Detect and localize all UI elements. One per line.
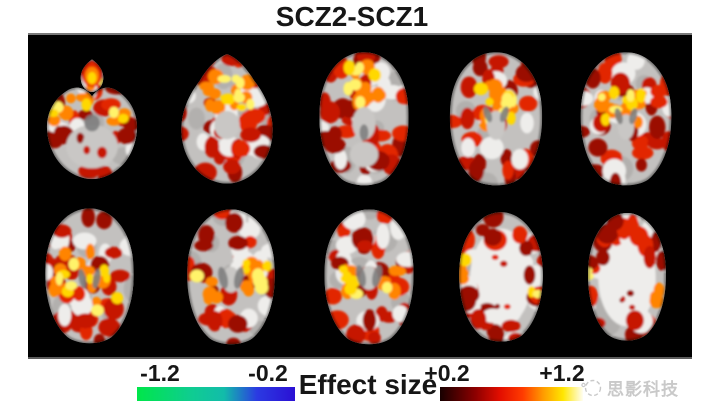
brain-slice-row2-col2 (187, 209, 275, 345)
brain-slice-row1-col3 (319, 52, 409, 186)
brain-slice-row1-col4 (449, 52, 543, 186)
brain-slice-row1-col5 (580, 52, 672, 186)
watermark-text: 思影科技 (607, 380, 679, 399)
positive-colorbar-max-tick: +1.2 (539, 360, 585, 386)
brain-slice-row2-col3 (324, 209, 414, 345)
watermark: 思影科技 (581, 375, 679, 400)
positive-colorbar-min-tick: +0.2 (424, 360, 470, 386)
brain-slice-row2-col4 (459, 212, 543, 342)
brain-slice-row2-col5 (588, 213, 666, 341)
brain-slice-row2-col1 (45, 208, 134, 344)
effect-size-label: Effect size (298, 369, 438, 400)
figure-title: SCZ2-SCZ1 (275, 1, 429, 32)
negative-colorbar-max-tick: -0.2 (248, 360, 288, 386)
brain-panel (28, 33, 692, 359)
negative-colorbar-min-tick: -1.2 (140, 360, 180, 386)
siying-logo-icon (581, 379, 602, 396)
brain-slice-row1-col2 (181, 54, 273, 184)
brain-slice-row1-col1 (46, 59, 138, 180)
positive-colorbar (440, 387, 583, 401)
negative-colorbar (137, 387, 295, 401)
